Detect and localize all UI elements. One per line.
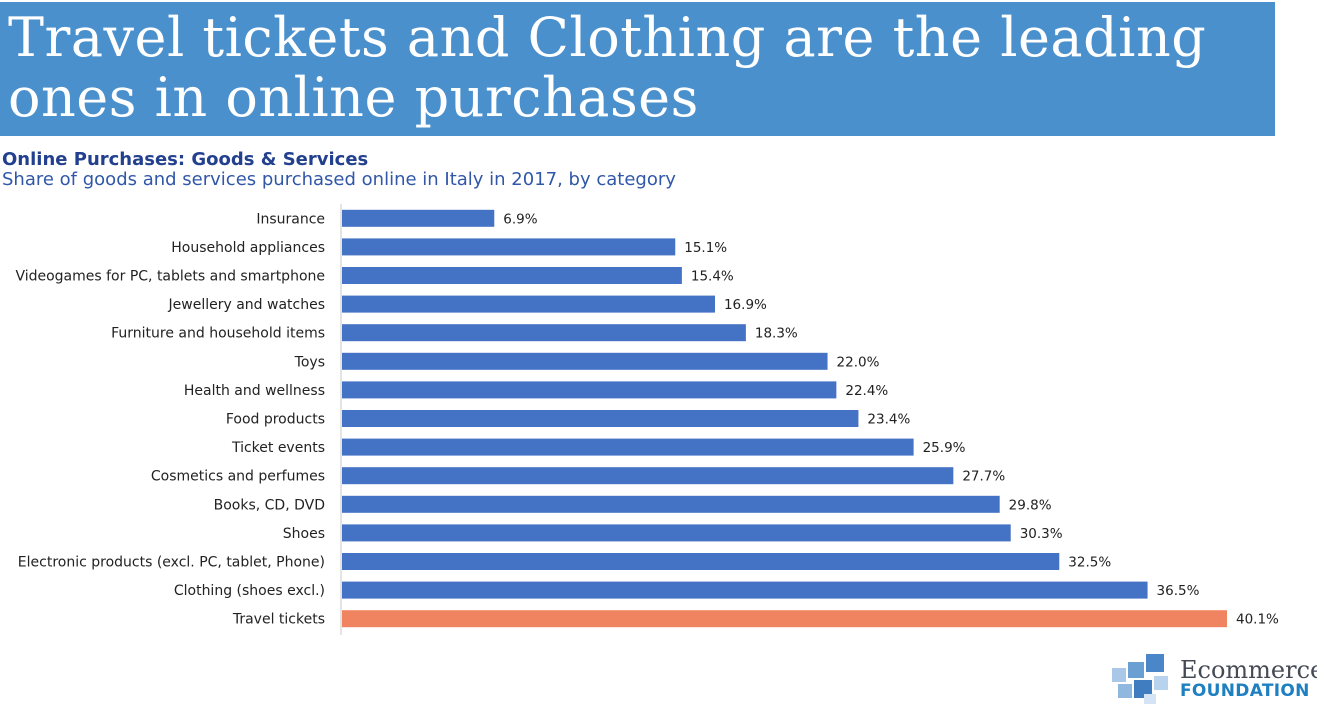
value-label: 6.9% xyxy=(503,211,537,227)
bar xyxy=(342,610,1227,628)
category-label: Health and wellness xyxy=(184,383,325,399)
category-label: Clothing (shoes excl.) xyxy=(174,583,325,599)
value-label: 25.9% xyxy=(923,440,966,456)
category-label: Travel tickets xyxy=(232,612,325,628)
category-label: Food products xyxy=(226,412,325,428)
value-label: 22.0% xyxy=(837,354,880,370)
bar xyxy=(342,495,1000,513)
ecommerce-foundation-logo: Ecommerce FOUNDATION xyxy=(1108,648,1317,710)
bar xyxy=(342,410,859,427)
category-label: Electronic products (excl. PC, tablet, P… xyxy=(18,555,325,571)
category-label: Shoes xyxy=(283,526,325,542)
value-label: 40.1% xyxy=(1236,612,1279,628)
logo-text-foundation: FOUNDATION xyxy=(1180,681,1310,701)
category-label: Ticket events xyxy=(231,440,325,456)
value-label: 16.9% xyxy=(724,297,767,313)
category-label: Toys xyxy=(294,354,325,370)
bar xyxy=(342,238,676,256)
value-label: 36.5% xyxy=(1157,583,1200,599)
category-label: Furniture and household items xyxy=(111,326,325,342)
bar xyxy=(342,267,682,284)
bar xyxy=(342,467,954,485)
bar xyxy=(342,553,1060,570)
category-label: Videogames for PC, tablets and smartphon… xyxy=(15,269,325,285)
category-label: Insurance xyxy=(256,211,325,227)
category-label: Household appliances xyxy=(171,240,325,256)
bar xyxy=(342,381,837,399)
chart-title: Online Purchases: Goods & Services xyxy=(2,149,369,170)
value-label: 30.3% xyxy=(1020,526,1063,542)
value-label: 32.5% xyxy=(1068,555,1111,571)
bar xyxy=(342,352,828,370)
cube-logo-icon xyxy=(1112,654,1168,704)
title-banner: Travel tickets and Clothing are the lead… xyxy=(0,2,1275,136)
value-label: 27.7% xyxy=(962,469,1005,485)
value-label: 18.3% xyxy=(755,326,798,342)
bar xyxy=(342,295,715,313)
category-label: Jewellery and watches xyxy=(168,297,325,313)
value-label: 15.1% xyxy=(684,240,727,256)
page-title: Travel tickets and Clothing are the lead… xyxy=(8,6,1207,129)
category-label: Cosmetics and perfumes xyxy=(151,469,325,485)
chart-subtitle: Share of goods and services purchased on… xyxy=(2,169,676,190)
bar-chart: Insurance 6.9% Household appliances 15.1% Vi… xyxy=(15,204,1279,635)
value-label: 22.4% xyxy=(845,383,888,399)
logo-text-ecommerce: Ecommerce xyxy=(1180,656,1317,684)
category-label: Books, CD, DVD xyxy=(214,497,325,513)
bar xyxy=(342,324,746,342)
value-label: 23.4% xyxy=(867,412,910,428)
value-label: 29.8% xyxy=(1009,497,1052,513)
bar xyxy=(342,438,914,456)
bar xyxy=(342,581,1148,599)
bar xyxy=(342,524,1011,542)
value-label: 15.4% xyxy=(691,269,734,285)
bar xyxy=(342,209,495,227)
